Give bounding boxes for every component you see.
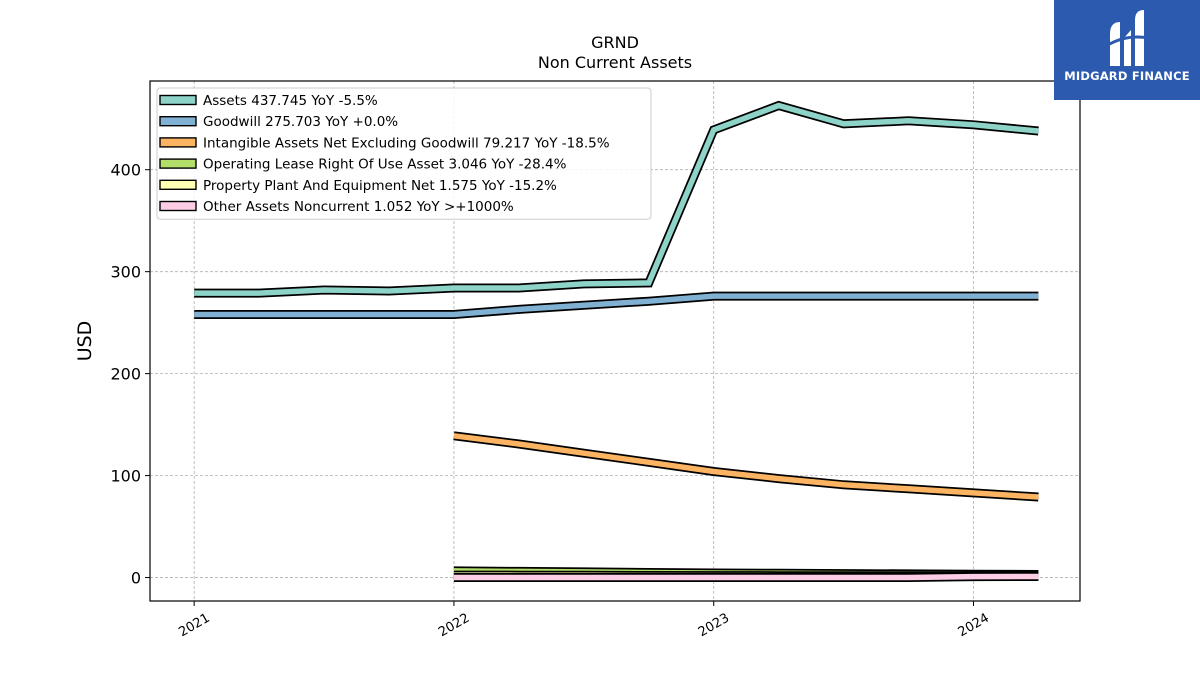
legend-swatch	[159, 179, 197, 191]
x-axis: 2021 2022 2023 2024	[176, 601, 992, 641]
x-tick-label: 2021	[176, 611, 212, 641]
legend: Assets 437.745 YoY -5.5% Goodwill 275.703…	[156, 87, 652, 220]
legend-swatch	[159, 115, 197, 127]
chart-title: GRND	[591, 33, 639, 52]
midgard-logo-icon	[1105, 10, 1149, 66]
y-tick-label: 100	[110, 467, 141, 486]
chart-subtitle: Non Current Assets	[538, 53, 692, 72]
legend-swatch	[159, 158, 197, 169]
legend-label: Assets 437.745 YoY -5.5%	[203, 93, 378, 109]
x-tick-label: 2024	[956, 611, 992, 641]
y-tick-label: 400	[110, 161, 141, 180]
legend-swatch	[159, 137, 197, 148]
legend-swatch	[159, 94, 197, 106]
y-axis: 0 100 200 300 400	[110, 161, 150, 588]
series-lines	[194, 100, 1039, 582]
plot-frame	[149, 80, 1081, 602]
series-line	[453, 433, 1039, 500]
legend-swatch	[159, 200, 197, 212]
logo-text: MIDGARD FINANCE	[1064, 69, 1190, 83]
y-tick-label: 0	[131, 569, 141, 588]
y-tick-label: 300	[110, 263, 141, 282]
legend-label: Other Assets Noncurrent 1.052 YoY >+1000…	[203, 199, 514, 215]
y-axis-label: USD	[74, 321, 96, 362]
series-line	[453, 573, 1039, 581]
series-line	[194, 102, 1039, 296]
legend-box	[156, 87, 652, 220]
legend-label: Property Plant And Equipment Net 1.575 Y…	[203, 178, 557, 194]
x-tick-label: 2023	[696, 611, 732, 641]
legend-label: Goodwill 275.703 YoY +0.0%	[203, 114, 398, 130]
legend-label: Operating Lease Right Of Use Asset 3.046…	[203, 157, 567, 173]
legend-label: Intangible Assets Net Excluding Goodwill…	[203, 135, 610, 151]
y-tick-label: 200	[110, 365, 141, 384]
series-line	[194, 293, 1039, 318]
x-tick-label: 2022	[436, 611, 472, 641]
midgard-finance-logo: MIDGARD FINANCE	[1054, 0, 1200, 100]
